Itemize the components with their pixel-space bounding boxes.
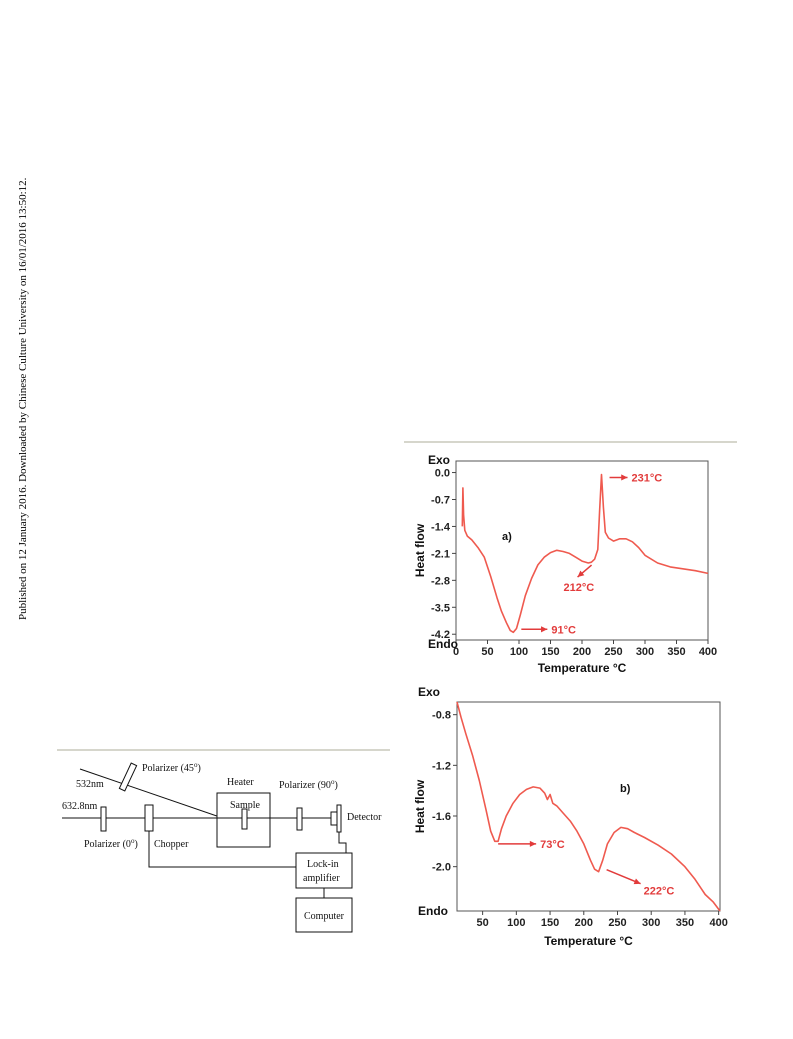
x-tick-label: 200	[575, 917, 593, 929]
polarizer-90	[296, 807, 303, 831]
annotation-arrow-head	[621, 474, 628, 481]
panel-label: b)	[620, 783, 631, 795]
laser-532-label: 532nm	[76, 779, 104, 790]
y-tick-label: -4.2	[431, 629, 450, 641]
sample-slab	[241, 808, 248, 830]
x-tick-label: 50	[481, 646, 493, 658]
annotation-arrow-head	[541, 626, 548, 633]
x-tick-label: 250	[608, 917, 626, 929]
x-tick-label: 150	[541, 917, 559, 929]
detector	[330, 811, 338, 826]
lockin-label-1: Lock-in	[307, 859, 339, 870]
x-tick-label: 50	[477, 917, 489, 929]
x-tick-label: 0	[453, 646, 459, 658]
x-tick-label: 200	[573, 646, 591, 658]
x-tick-label: 150	[541, 646, 559, 658]
y-tick-label: -0.8	[432, 710, 451, 722]
dsc-chart-a: 0 50 100 150 200 250 300 350 400 0.0 -0.7 -1.4 -2.1 -…	[413, 453, 717, 675]
dsc-chart-b: 50 100 150 200 250 300 350 400 -0.8 -1.2 -1.6 -2.0 E…	[413, 685, 728, 948]
polarizer-45	[118, 762, 138, 792]
polarizer-0	[100, 806, 107, 832]
x-axis-title: Temperature °C	[538, 661, 627, 675]
y-tick-label: -1.6	[432, 811, 451, 823]
x-tick-label: 300	[636, 646, 654, 658]
optical-setup-schematic: 532nm Polarizer (45o) Heater Sample 632.…	[62, 761, 382, 933]
chopper-label: Chopper	[154, 839, 189, 850]
detector-face	[336, 804, 342, 833]
endo-label: Endo	[428, 637, 458, 651]
x-tick-label: 350	[676, 917, 694, 929]
polarizer-90-label: Polarizer (90o)	[279, 778, 338, 791]
exo-label: Exo	[418, 685, 440, 699]
x-tick-label: 250	[604, 646, 622, 658]
x-tick-label: 400	[709, 917, 727, 929]
y-tick-label: -1.2	[432, 760, 451, 772]
heater-label: Heater	[227, 777, 254, 788]
exo-label: Exo	[428, 453, 450, 467]
endo-label: Endo	[418, 904, 448, 918]
y-axis-title: Heat flow	[413, 523, 427, 577]
annotation-arrow-head	[577, 570, 585, 578]
chopper-wire	[148, 831, 296, 868]
y-axis-title: Heat flow	[413, 779, 427, 833]
x-tick-label: 350	[667, 646, 685, 658]
panel-label: a)	[502, 531, 512, 543]
annotation-label: 231°C	[632, 472, 663, 484]
lockin-box	[295, 852, 353, 889]
polarizer-45-label: Polarizer (45o)	[142, 761, 201, 774]
annotation-arrow-head	[529, 840, 537, 847]
y-tick-label: -2.0	[432, 862, 451, 874]
detector-label: Detector	[347, 812, 382, 823]
computer-label: Computer	[304, 911, 345, 922]
annotation-label: 91°C	[551, 624, 576, 636]
annotation-arrow-head	[633, 878, 641, 885]
y-tick-label: -2.8	[431, 575, 450, 587]
x-tick-label: 100	[507, 917, 525, 929]
y-tick-label: -1.4	[431, 521, 451, 533]
download-watermark: Published on 12 January 2016. Downloaded…	[17, 177, 29, 620]
heat-flow-line	[456, 701, 721, 912]
annotation-label: 73°C	[540, 839, 565, 851]
y-tick-label: -2.1	[431, 548, 450, 560]
figure-rule-left	[57, 749, 390, 751]
plot-frame	[455, 460, 709, 641]
y-tick-label: 0.0	[435, 468, 450, 480]
heat-flow-line	[461, 473, 709, 634]
annotation-label: 212°C	[564, 582, 595, 594]
polarizer-0-label: Polarizer (0o)	[84, 837, 138, 850]
plot-frame	[456, 701, 721, 912]
x-tick-label: 400	[699, 646, 717, 658]
annotation-label: 222°C	[644, 886, 675, 898]
y-tick-label: -0.7	[431, 494, 450, 506]
x-axis-title: Temperature °C	[544, 934, 633, 948]
lockin-label-2: amplifier	[303, 873, 340, 884]
x-tick-label: 300	[642, 917, 660, 929]
detector-wire	[338, 832, 347, 853]
chopper	[144, 804, 154, 832]
y-tick-label: -3.5	[431, 602, 450, 614]
figure-rule-right	[404, 441, 737, 443]
x-tick-label: 100	[510, 646, 528, 658]
laser-632-label: 632.8nm	[62, 801, 98, 812]
sample-label: Sample	[230, 800, 261, 811]
pump-beam	[79, 768, 244, 827]
